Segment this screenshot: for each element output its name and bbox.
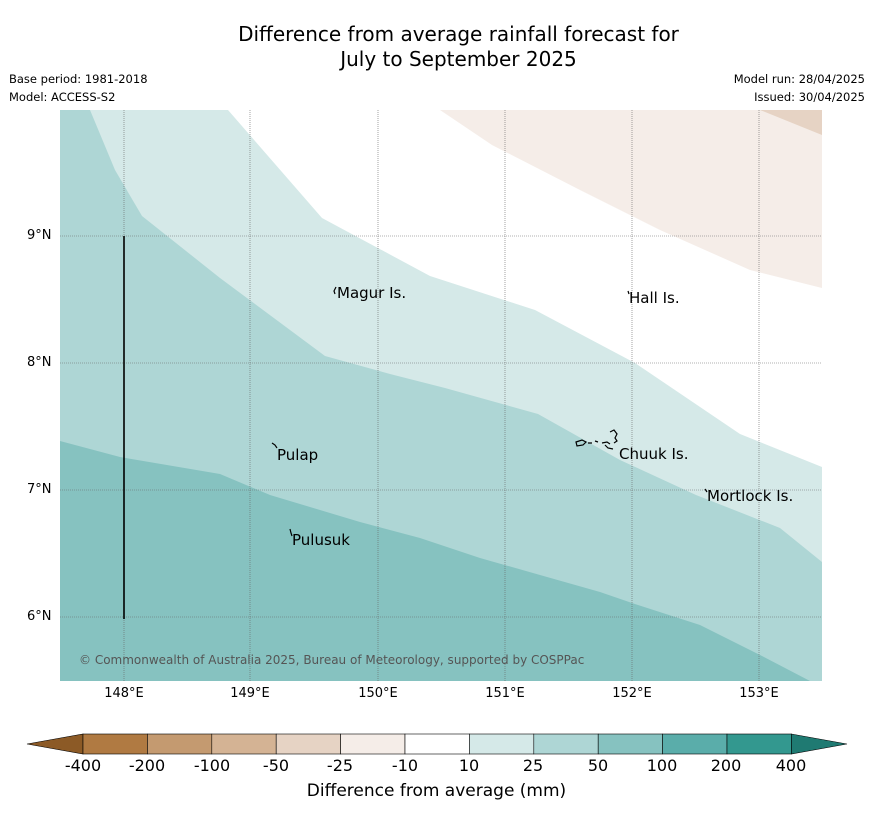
place-magur: Magur Is.: [337, 284, 407, 302]
graticule: [60, 110, 822, 681]
place-pulusuk: Pulusuk: [292, 531, 350, 549]
cbar-segment: [597, 733, 663, 755]
lat-label-6n: 6°N: [27, 609, 52, 624]
model-run: Model run: 28/04/2025: [733, 72, 865, 86]
islands: [271, 286, 708, 537]
chart-title: Difference from average rainfall forecas…: [0, 22, 873, 72]
lat-label-7n: 7°N: [27, 482, 52, 497]
lon-label-149e: 149°E: [230, 686, 270, 701]
cbar-segment: [147, 733, 213, 755]
meta-right: Model run: 28/04/2025 Issued: 30/04/2025: [734, 70, 865, 106]
island-mortlock: [704, 488, 708, 493]
cbar-extend-high: [791, 733, 848, 755]
lon-label-153e: 153°E: [739, 686, 779, 701]
map-svg: [60, 110, 822, 681]
cbar-tick: -10: [391, 756, 419, 775]
zone-50-100: [60, 441, 810, 681]
copyright-notice: © Commonwealth of Australia 2025, Bureau…: [79, 653, 585, 667]
meta-left: Base period: 1981-2018 Model: ACCESS-S2: [9, 70, 148, 106]
cbar-segment: [340, 733, 406, 755]
lon-label-152e: 152°E: [612, 686, 652, 701]
colorbar-label: Difference from average (mm): [306, 781, 567, 801]
cbar-segment: [726, 733, 792, 755]
cbar-segment: [404, 733, 470, 755]
cbar-tick: 10: [458, 756, 480, 775]
model-name: Model: ACCESS-S2: [9, 90, 116, 104]
cbar-segment: [211, 733, 277, 755]
cbar-extend-low: [26, 733, 84, 755]
place-pulap: Pulap: [277, 446, 319, 464]
cbar-tick: 100: [646, 756, 678, 775]
place-chuuk: Chuuk Is.: [619, 445, 689, 463]
cbar-segment: [82, 733, 148, 755]
cbar-tick: -200: [128, 756, 166, 775]
lat-label-8n: 8°N: [27, 355, 52, 370]
base-period: Base period: 1981-2018: [9, 72, 148, 86]
place-hall: Hall Is.: [629, 289, 680, 307]
issued-date: Issued: 30/04/2025: [754, 90, 865, 104]
island-chuuk: [575, 429, 618, 450]
island-pulap: [271, 442, 278, 449]
cbar-tick: 25: [522, 756, 544, 775]
island-pulusuk: [289, 528, 293, 537]
cbar-segment: [469, 733, 535, 755]
lon-label-150e: 150°E: [358, 686, 398, 701]
title-line-2: July to September 2025: [340, 47, 577, 71]
cbar-tick: -50: [262, 756, 290, 775]
lon-label-151e: 151°E: [485, 686, 525, 701]
cbar-tick: 400: [775, 756, 807, 775]
cbar-tick: -100: [193, 756, 231, 775]
cbar-segment: [533, 733, 599, 755]
cbar-segment: [275, 733, 341, 755]
cbar-tick: 50: [587, 756, 609, 775]
cbar-segment: [662, 733, 728, 755]
lat-label-9n: 9°N: [27, 228, 52, 243]
cbar-tick: -25: [326, 756, 354, 775]
cbar-tick: 200: [710, 756, 742, 775]
zone-dry-25-50: [760, 110, 822, 135]
map-panel: [60, 110, 822, 681]
island-magur: [333, 286, 337, 295]
place-mortlock: Mortlock Is.: [707, 487, 794, 505]
title-line-1: Difference from average rainfall forecas…: [238, 22, 679, 46]
island-hall: [627, 290, 630, 295]
cbar-tick: -400: [64, 756, 102, 775]
lon-label-148e: 148°E: [104, 686, 144, 701]
zone-dry-10-25: [440, 110, 822, 288]
